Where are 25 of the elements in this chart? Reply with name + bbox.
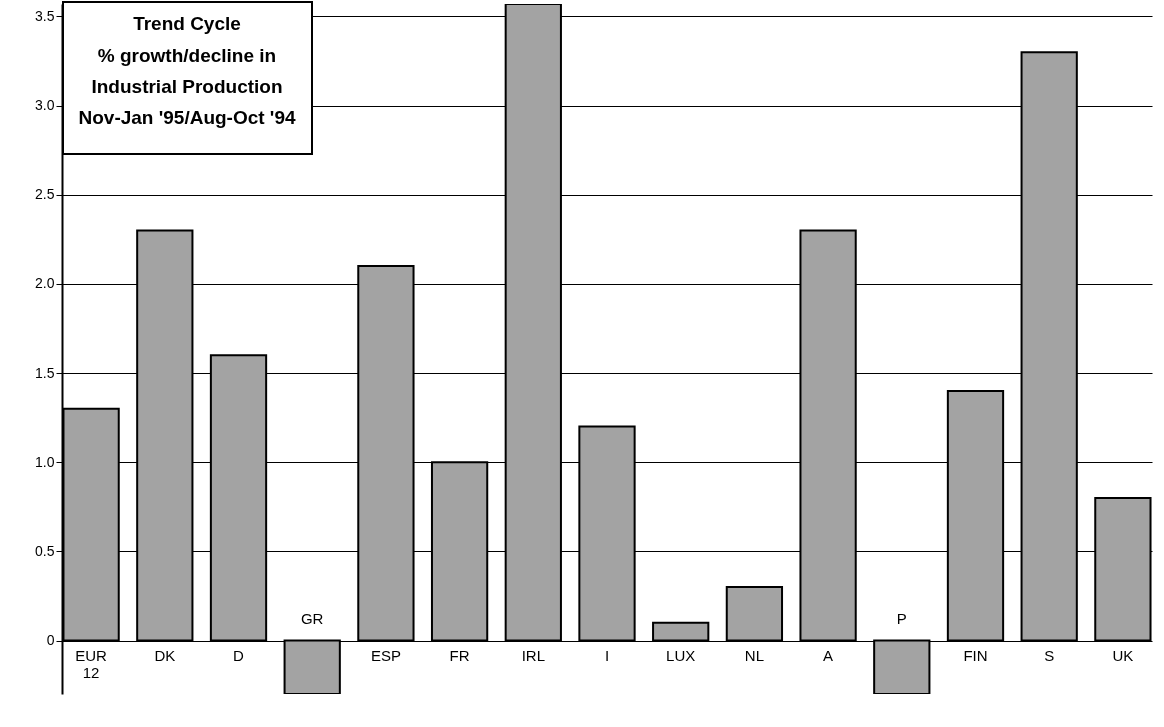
x-tick-label: IRL xyxy=(521,646,545,664)
x-tick-label: EUR 12 xyxy=(75,646,108,681)
x-tick-label: FIN xyxy=(963,646,988,664)
y-tick-label: 3.5 xyxy=(35,7,55,24)
x-tick-label: FR xyxy=(449,646,470,664)
x-tick-label: A xyxy=(823,646,834,664)
x-tick-label: NL xyxy=(744,646,764,664)
x-tick-label: GR xyxy=(300,609,324,627)
text: Trend Cycle xyxy=(133,13,241,34)
x-tick-label: LUX xyxy=(666,646,696,664)
text: % growth/decline in Industrial Production Nov-Jan '95/Aug-Oct '94 xyxy=(78,45,296,128)
x-tick-label: S xyxy=(1044,646,1055,664)
y-tick-label: 0.5 xyxy=(35,542,55,559)
y-tick-label: 1.5 xyxy=(35,364,55,381)
x-tick-label: I xyxy=(604,646,610,664)
y-tick-label: 2.0 xyxy=(35,275,55,292)
x-tick-label: UK xyxy=(1112,646,1134,664)
x-tick-label: P xyxy=(896,609,907,627)
y-tick-label: 3.0 xyxy=(35,97,55,114)
x-tick-label: ESP xyxy=(370,646,401,664)
x-tick-label: D xyxy=(233,646,245,664)
y-tick-label: 2.5 xyxy=(35,186,55,203)
y-tick-label: 0 xyxy=(46,632,55,649)
x-tick-label: DK xyxy=(154,646,176,664)
y-tick-label: 1.0 xyxy=(35,453,55,470)
